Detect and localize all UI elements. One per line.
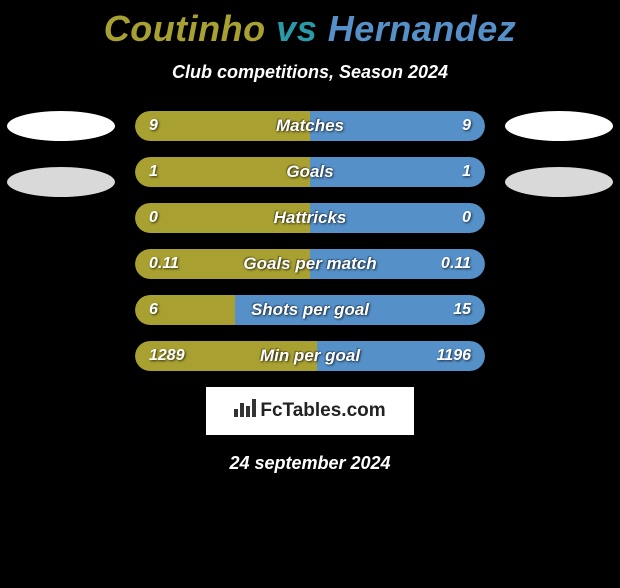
bar-right xyxy=(310,157,485,187)
page-title: Coutinho vs Hernandez xyxy=(0,8,620,50)
stats-container: Matches 9 9 Goals 1 1 Hattricks 0 0 Goals per mat… xyxy=(0,111,620,371)
stat-row: Shots per goal 6 15 xyxy=(135,295,485,325)
side-oval-left xyxy=(7,167,115,197)
stat-label: Hattricks xyxy=(274,208,347,228)
stat-label: Shots per goal xyxy=(251,300,369,320)
stat-value-left: 0.11 xyxy=(149,255,179,273)
stat-value-left: 6 xyxy=(149,301,158,319)
side-oval-right xyxy=(505,111,613,141)
vs-separator: vs xyxy=(276,8,317,49)
side-oval-right xyxy=(505,167,613,197)
stat-value-right: 1196 xyxy=(437,347,471,365)
stat-row: Hattricks 0 0 xyxy=(135,203,485,233)
bar-left xyxy=(135,157,310,187)
logo-box: FcTables.com xyxy=(206,387,414,435)
stat-row: Min per goal 1289 1196 xyxy=(135,341,485,371)
stat-label: Goals per match xyxy=(243,254,376,274)
stat-value-right: 0.11 xyxy=(441,255,471,273)
date-line: 24 september 2024 xyxy=(0,453,620,474)
stat-row: Goals 1 1 xyxy=(135,157,485,187)
logo-text: FcTables.com xyxy=(260,400,385,422)
stat-value-left: 9 xyxy=(149,117,158,135)
bar-chart-icon xyxy=(234,399,256,423)
stat-value-left: 1289 xyxy=(149,347,185,365)
logo: FcTables.com xyxy=(234,399,385,423)
stat-value-left: 1 xyxy=(149,163,158,181)
stat-value-right: 15 xyxy=(453,301,471,319)
stat-label: Goals xyxy=(286,162,333,182)
player1-name: Coutinho xyxy=(104,8,266,49)
stat-value-right: 9 xyxy=(462,117,471,135)
side-oval-left xyxy=(7,111,115,141)
stat-value-right: 0 xyxy=(462,209,471,227)
stat-label: Matches xyxy=(276,116,344,136)
stat-row: Goals per match 0.11 0.11 xyxy=(135,249,485,279)
subtitle: Club competitions, Season 2024 xyxy=(0,62,620,83)
stat-label: Min per goal xyxy=(260,346,360,366)
player2-name: Hernandez xyxy=(328,8,517,49)
stat-value-left: 0 xyxy=(149,209,158,227)
stat-value-right: 1 xyxy=(462,163,471,181)
stat-row: Matches 9 9 xyxy=(135,111,485,141)
